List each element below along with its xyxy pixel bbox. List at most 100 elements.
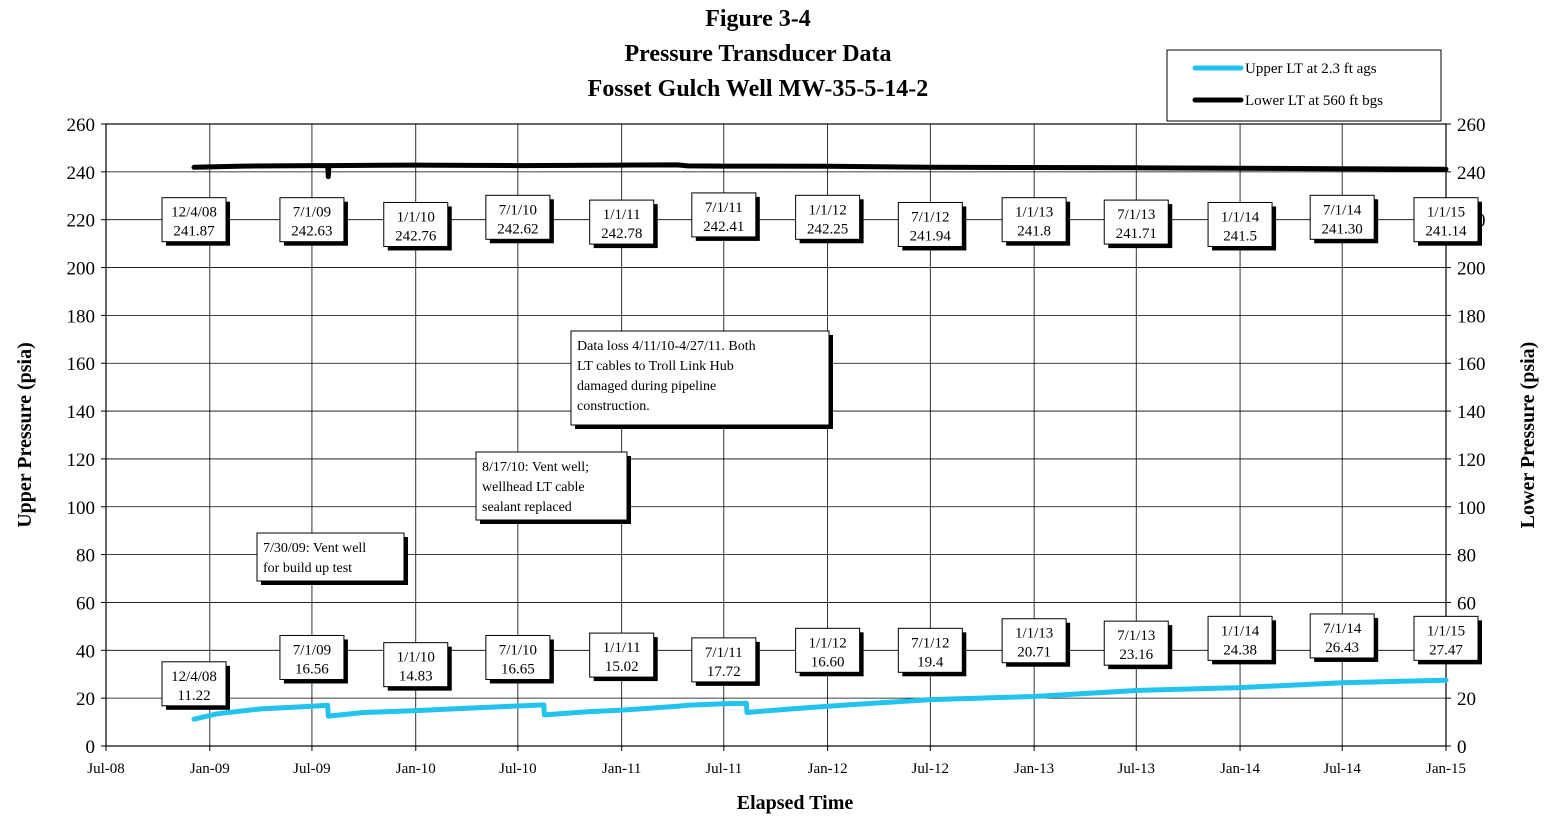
upper-lt-data-label: 7/1/13 23.16 bbox=[1103, 620, 1173, 670]
label-date: 1/1/11 bbox=[603, 640, 641, 656]
label-value: 15.02 bbox=[605, 659, 639, 675]
x-tick-label: Jul-09 bbox=[293, 761, 331, 777]
label-date: 1/1/14 bbox=[1221, 623, 1260, 639]
upper-lt-data-label: 7/1/09 16.56 bbox=[279, 634, 348, 684]
label-value: 241.5 bbox=[1223, 228, 1257, 244]
x-tick-label: Jul-08 bbox=[87, 761, 125, 777]
label-box bbox=[383, 642, 449, 688]
upper-lt-data-label: 1/1/11 15.02 bbox=[589, 632, 658, 682]
label-box bbox=[795, 627, 861, 673]
label-box bbox=[1309, 194, 1375, 240]
label-box bbox=[897, 627, 963, 673]
y-tick-label-left: 120 bbox=[67, 450, 96, 471]
upper-lt-data-label: 7/1/11 17.72 bbox=[691, 637, 760, 686]
x-tick-label: Jul-10 bbox=[499, 761, 537, 777]
lower-lt-data-label: 1/1/15 241.14 bbox=[1413, 197, 1482, 246]
y-tick-label-left: 20 bbox=[76, 689, 95, 710]
y-tick-label-left: 260 bbox=[67, 115, 96, 136]
y-tick-label-left: 40 bbox=[76, 641, 95, 662]
y-axis-title-left: Upper Pressure (psia) bbox=[14, 342, 36, 528]
label-value: 241.8 bbox=[1017, 224, 1051, 240]
annotation-line: sealant replaced bbox=[482, 500, 572, 515]
x-tick-label: Jan-13 bbox=[1014, 761, 1054, 777]
y-tick-label-left: 80 bbox=[76, 546, 95, 567]
annotation-vent-2010: 8/17/10: Vent well; wellhead LT cable seal… bbox=[475, 451, 631, 524]
annotation-data-loss: Data loss 4/11/10-4/27/11. Both LT cables… bbox=[570, 330, 833, 429]
annotation-line: 7/30/09: Vent well bbox=[263, 541, 366, 556]
label-date: 1/1/13 bbox=[1015, 205, 1053, 221]
label-date: 1/1/15 bbox=[1427, 205, 1465, 221]
annotations: Data loss 4/11/10-4/27/11. Both LT cables… bbox=[256, 330, 833, 585]
label-box bbox=[279, 634, 345, 680]
lower-lt-data-label: 7/1/11 242.41 bbox=[691, 192, 760, 241]
y-tick-label-right: 20 bbox=[1457, 689, 1476, 710]
label-value: 24.38 bbox=[1223, 642, 1257, 658]
annotation-box bbox=[256, 532, 405, 582]
label-date: 7/1/09 bbox=[293, 205, 331, 221]
lower-lt-data-label: 1/1/12 242.25 bbox=[795, 194, 864, 244]
x-tick-label: Jan-10 bbox=[396, 761, 436, 777]
y-tick-label-right: 180 bbox=[1457, 306, 1486, 327]
y-tick-label-right: 80 bbox=[1457, 546, 1476, 567]
upper-lt-data-label: 12/4/08 11.22 bbox=[161, 661, 231, 710]
y-tick-label-right: 60 bbox=[1457, 593, 1476, 614]
label-date: 1/1/10 bbox=[397, 209, 435, 225]
lower-lt-data-label: 7/1/10 242.62 bbox=[485, 194, 554, 244]
label-box bbox=[161, 661, 227, 707]
label-value: 242.41 bbox=[703, 219, 744, 235]
y-tick-label-right: 200 bbox=[1457, 259, 1486, 280]
y-tick-label-left: 200 bbox=[67, 259, 96, 280]
y-tick-label-left: 100 bbox=[67, 498, 96, 519]
lower-lt-data-label: 7/1/14 241.30 bbox=[1309, 194, 1379, 244]
label-value: 16.60 bbox=[811, 654, 845, 670]
label-date: 7/1/10 bbox=[499, 202, 537, 218]
label-date: 7/1/10 bbox=[499, 642, 537, 658]
annotation-line: for build up test bbox=[263, 561, 352, 576]
y-tick-label-right: 160 bbox=[1457, 354, 1486, 375]
label-date: 1/1/15 bbox=[1427, 623, 1465, 639]
label-value: 17.72 bbox=[707, 664, 741, 680]
y-tick-label-left: 180 bbox=[67, 306, 96, 327]
axis-ticks: 0020204040606080801001001201201401401601… bbox=[67, 115, 1486, 777]
annotation-vent-2009: 7/30/09: Vent well for build up test bbox=[256, 532, 408, 585]
y-tick-label-right: 0 bbox=[1457, 737, 1467, 758]
label-box bbox=[279, 197, 345, 243]
chart-title-line-1: Figure 3-4 bbox=[705, 6, 811, 32]
upper-lt-data-label: 7/1/12 19.4 bbox=[897, 627, 967, 677]
label-value: 20.71 bbox=[1017, 645, 1051, 661]
label-box bbox=[1413, 197, 1479, 243]
x-tick-label: Jul-11 bbox=[705, 761, 742, 777]
y-tick-label-right: 140 bbox=[1457, 402, 1486, 423]
label-box bbox=[691, 637, 757, 683]
series-line-lower-lt bbox=[191, 162, 1449, 180]
label-date: 1/1/11 bbox=[603, 207, 641, 223]
label-date: 7/1/14 bbox=[1323, 621, 1362, 637]
annotation-line: 8/17/10: Vent well; bbox=[482, 460, 589, 475]
y-tick-label-left: 220 bbox=[67, 211, 96, 232]
label-box bbox=[1309, 613, 1375, 659]
x-tick-label: Jan-15 bbox=[1426, 761, 1466, 777]
label-value: 242.62 bbox=[497, 221, 538, 237]
y-tick-label-right: 120 bbox=[1457, 450, 1486, 471]
lower-lt-data-label: 1/1/11 242.78 bbox=[589, 199, 658, 249]
upper-lt-data-label: 1/1/15 27.47 bbox=[1413, 615, 1482, 665]
annotation-line: construction. bbox=[577, 399, 650, 414]
label-box bbox=[383, 201, 449, 247]
label-date: 7/1/12 bbox=[911, 209, 949, 225]
label-value: 16.65 bbox=[501, 661, 535, 677]
x-tick-label: Jul-14 bbox=[1323, 761, 1361, 777]
label-box bbox=[1413, 615, 1479, 661]
y-tick-label-right: 240 bbox=[1457, 163, 1486, 184]
x-tick-label: Jul-13 bbox=[1117, 761, 1155, 777]
y-tick-label-left: 140 bbox=[67, 402, 96, 423]
upper-lt-data-label: 1/1/10 14.83 bbox=[383, 642, 452, 691]
label-value: 242.76 bbox=[395, 228, 437, 244]
label-date: 7/1/11 bbox=[705, 645, 743, 661]
label-value: 241.30 bbox=[1322, 221, 1363, 237]
lower-lt-data-label: 7/1/13 241.71 bbox=[1103, 199, 1173, 249]
legend: Upper LT at 2.3 ft ags Lower LT at 560 f… bbox=[1166, 49, 1442, 122]
label-value: 26.43 bbox=[1325, 640, 1359, 656]
x-tick-label: Jan-11 bbox=[602, 761, 641, 777]
label-date: 7/1/09 bbox=[293, 642, 331, 658]
